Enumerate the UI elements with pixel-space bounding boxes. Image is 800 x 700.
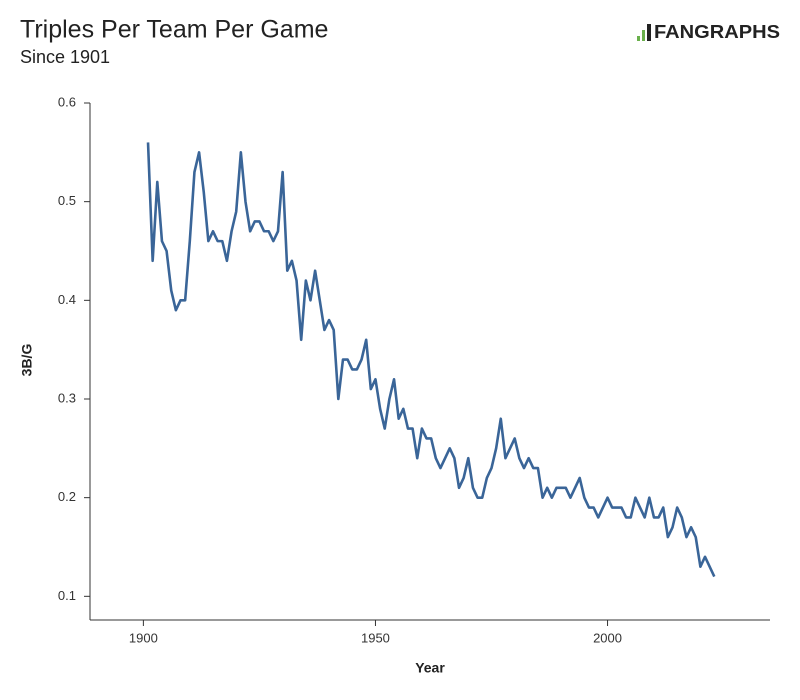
y-tick-label: 0.6 (58, 94, 76, 109)
x-axis-title: Year (415, 660, 445, 676)
logo: FANGRAPHS (654, 22, 780, 42)
y-axis-title: 3B/G (19, 344, 35, 377)
y-tick-label: 0.3 (58, 390, 76, 405)
y-tick-label: 0.4 (58, 292, 76, 307)
chart-subtitle: Since 1901 (20, 47, 110, 67)
x-tick-label: 1900 (129, 630, 158, 645)
y-tick-label: 0.2 (58, 489, 76, 504)
logo-icon (637, 24, 651, 41)
y-tick-label: 0.1 (58, 588, 76, 603)
y-tick-label: 0.5 (58, 193, 76, 208)
x-tick-label: 1950 (361, 630, 390, 645)
chart-title: Triples Per Team Per Game (20, 16, 328, 44)
x-tick-label: 2000 (593, 630, 622, 645)
data-line (146, 142, 716, 578)
